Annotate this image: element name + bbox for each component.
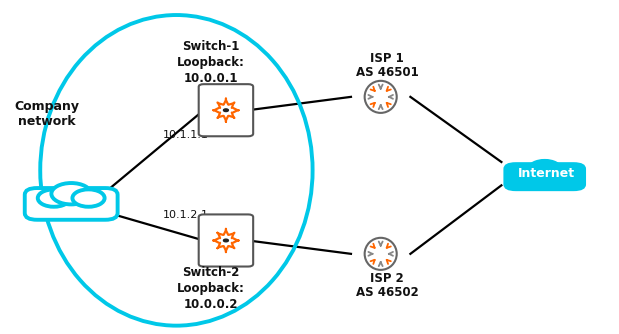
Circle shape bbox=[223, 109, 228, 112]
Text: 10.1.2.1: 10.1.2.1 bbox=[163, 210, 209, 220]
Text: Loopback:: Loopback: bbox=[176, 282, 245, 295]
FancyBboxPatch shape bbox=[199, 214, 253, 267]
Ellipse shape bbox=[365, 81, 397, 113]
Circle shape bbox=[223, 239, 228, 242]
FancyBboxPatch shape bbox=[503, 162, 586, 191]
Text: Company
network: Company network bbox=[14, 100, 79, 128]
Text: ISP 1: ISP 1 bbox=[370, 52, 404, 65]
FancyBboxPatch shape bbox=[199, 84, 253, 136]
Circle shape bbox=[38, 189, 70, 207]
Text: Switch-1: Switch-1 bbox=[182, 40, 239, 53]
Text: AS 46502: AS 46502 bbox=[355, 286, 418, 299]
Text: Switch-2: Switch-2 bbox=[182, 266, 239, 279]
Ellipse shape bbox=[365, 238, 397, 270]
Circle shape bbox=[546, 164, 573, 179]
Text: 10.0.0.2: 10.0.0.2 bbox=[183, 298, 238, 311]
Circle shape bbox=[72, 189, 105, 207]
FancyBboxPatch shape bbox=[25, 188, 118, 220]
Text: Internet: Internet bbox=[517, 167, 574, 180]
Text: AS 46501: AS 46501 bbox=[355, 66, 418, 79]
Text: 10.0.0.1: 10.0.0.1 bbox=[183, 72, 238, 85]
Circle shape bbox=[516, 164, 543, 179]
Text: ISP 2: ISP 2 bbox=[370, 272, 404, 285]
Text: 10.1.1.1: 10.1.1.1 bbox=[163, 130, 209, 140]
Circle shape bbox=[51, 183, 91, 204]
Circle shape bbox=[528, 159, 561, 177]
Text: Loopback:: Loopback: bbox=[176, 56, 245, 69]
